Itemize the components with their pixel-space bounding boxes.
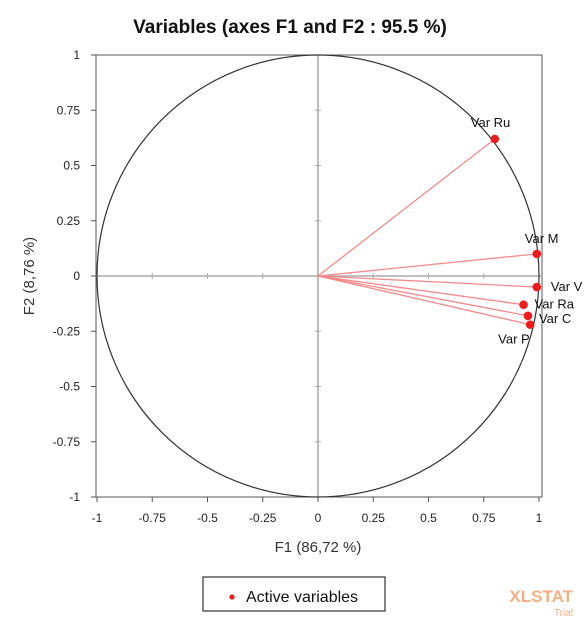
variable-point xyxy=(490,134,500,144)
watermark-logo: XLSTAT xyxy=(509,587,573,606)
vector-line xyxy=(317,253,537,277)
x-tick-label: 0.25 xyxy=(362,511,386,525)
legend-box xyxy=(202,576,386,612)
x-tick-label: 1 xyxy=(536,511,543,525)
x-tick-label: 0.75 xyxy=(472,511,496,525)
chart-title: Variables (axes F1 and F2 : 95.5 %) xyxy=(133,17,447,38)
vector-line xyxy=(317,275,524,306)
x-tick-label: -1 xyxy=(92,511,103,525)
x-tick-label: 0 xyxy=(315,511,322,525)
variable-label: Var Ra xyxy=(535,297,575,312)
variable-point xyxy=(523,311,533,321)
vector-line xyxy=(317,275,537,288)
variable-label: Var M xyxy=(525,231,559,246)
y-tick-label: -0.25 xyxy=(53,324,81,338)
variable-label: Var P xyxy=(498,332,530,347)
y-axis-ticks: -1 -0.75 -0.5 -0.25 0 0.25 0.5 0.75 1 xyxy=(53,48,321,504)
xlstat-watermark: XLSTAT Trial xyxy=(509,587,573,618)
vector-line xyxy=(317,138,496,277)
y-tick-label: 0 xyxy=(73,269,80,283)
y-tick-label: 0.25 xyxy=(57,214,81,228)
legend-label: Active variables xyxy=(246,589,358,606)
y-tick-label: -1 xyxy=(69,490,80,504)
x-axis-label: F1 (86,72 %) xyxy=(275,539,362,556)
variable-point xyxy=(519,300,528,310)
variable-point xyxy=(532,282,542,292)
y-axis-label: F2 (8,76 %) xyxy=(21,237,38,315)
variable-point xyxy=(525,320,535,329)
variable-label: Var V xyxy=(551,279,583,294)
y-tick-label: 0.75 xyxy=(57,103,81,117)
y-tick-label: 1 xyxy=(73,48,80,62)
x-tick-label: -0.75 xyxy=(139,511,167,525)
vector-line xyxy=(317,275,529,317)
y-tick-label: -0.75 xyxy=(53,435,81,449)
legend-marker xyxy=(229,594,235,600)
variable-point xyxy=(532,249,542,259)
correlation-circle xyxy=(96,54,540,498)
variable-label: Var Ru xyxy=(471,115,511,130)
x-tick-label: 0.5 xyxy=(420,511,437,525)
x-tick-label: -0.25 xyxy=(249,511,277,525)
y-tick-label: 0.5 xyxy=(63,159,80,173)
variable-vectors xyxy=(317,138,537,326)
x-tick-label: -0.5 xyxy=(197,511,218,525)
vector-line xyxy=(317,275,531,326)
variable-points xyxy=(490,134,542,329)
y-tick-label: -0.5 xyxy=(59,380,80,394)
variable-label: Var C xyxy=(539,311,571,326)
x-axis-ticks: -1 -0.75 -0.5 -0.25 0 0.25 0.5 0.75 1 xyxy=(92,273,543,525)
watermark-sub: Trial xyxy=(554,608,573,618)
legend: Active variables xyxy=(202,576,386,612)
